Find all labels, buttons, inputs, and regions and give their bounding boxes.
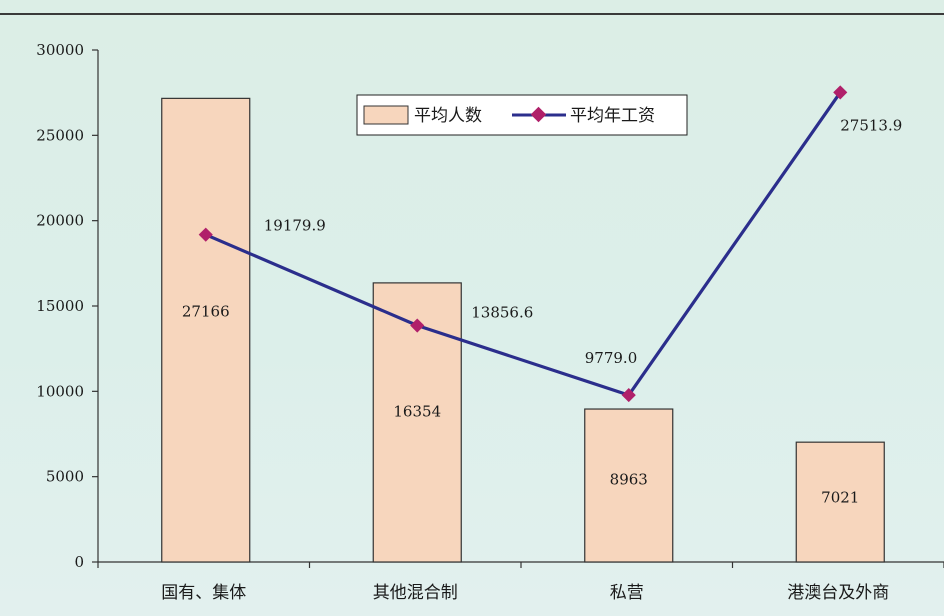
y-tick-label: 30000 (36, 41, 84, 59)
line-value-label: 19179.9 (264, 217, 326, 235)
line-point-marker (833, 85, 848, 100)
y-tick-label: 25000 (36, 126, 84, 144)
line-series (198, 85, 848, 403)
bar (795, 441, 885, 563)
y-tick-label: 5000 (46, 468, 84, 486)
bar-labels: 27166 16354 8963 7021 (182, 303, 859, 507)
y-tick-label: 15000 (36, 297, 84, 315)
x-axis: 国有、集体 其他混合制 私营 港澳台及外商 (97, 561, 944, 603)
y-tick-label: 10000 (36, 382, 84, 400)
bar-value-label: 16354 (393, 402, 441, 420)
y-tick-label: 20000 (36, 212, 84, 230)
line-point-marker (621, 388, 636, 403)
line-value-label: 27513.9 (840, 116, 902, 134)
x-category-label: 国有、集体 (161, 583, 246, 603)
legend: 平均人数 平均年工资 (356, 94, 688, 136)
bar-value-label: 7021 (821, 488, 859, 506)
line-point-marker (410, 318, 425, 333)
line-value-label: 9779.0 (585, 349, 638, 367)
line-point-marker (198, 227, 213, 242)
line-value-label: 13856.6 (471, 304, 533, 322)
x-category-label: 私营 (610, 583, 644, 603)
legend-bar-label: 平均人数 (414, 106, 482, 126)
bar (161, 97, 251, 563)
legend-bar-swatch (363, 105, 409, 125)
x-category-label: 其他混合制 (373, 583, 458, 603)
line-labels: 19179.9 13856.6 9779.0 27513.9 (264, 116, 903, 367)
bar (584, 408, 674, 563)
legend-line-label: 平均年工资 (570, 106, 655, 126)
y-tick-label: 0 (74, 553, 84, 571)
bar-value-label: 27166 (182, 303, 230, 321)
x-category-label: 港澳台及外商 (787, 583, 889, 603)
salary-line (205, 91, 842, 397)
bar-value-label: 8963 (610, 470, 648, 488)
bar-series (161, 97, 885, 563)
y-axis: 0 5000 10000 15000 20000 25000 30000 (36, 41, 99, 571)
